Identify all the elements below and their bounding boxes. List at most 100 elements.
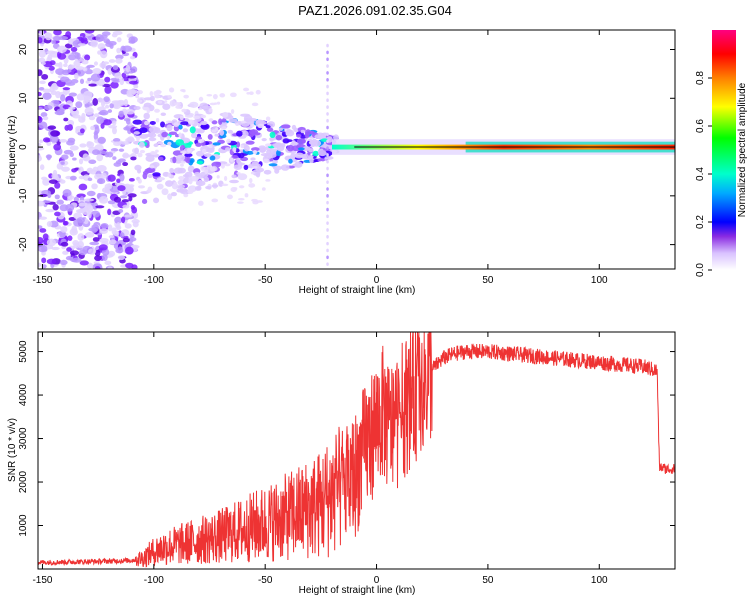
spectrogram-cell [186,148,193,153]
spectrogram-cell [198,107,202,110]
spectrogram-cell [178,132,182,138]
spectrogram-cell [90,125,95,131]
spectrogram-cell [179,115,184,121]
spectrogram-cell [179,184,186,189]
spectrogram-cell [51,39,56,45]
spectrogram-cell [54,194,60,200]
spectrogram-cell [236,172,241,175]
spectrogram-cell [286,129,293,134]
spectrogram-cell [149,90,154,97]
spectrogram-cell [326,91,329,96]
spectrogram-cell [251,147,260,152]
spectrogram-cell [71,225,78,234]
spectrogram-cell [288,158,293,164]
spectrogram-cell [221,126,227,130]
spectrogram-cell [188,101,199,108]
spectrogram-cell [109,103,114,109]
spectrogram-cell [55,68,65,75]
spectrogram-cell [291,140,297,146]
spectrogram-cell [69,175,77,181]
spectrogram-cell [77,209,84,213]
spectrogram-cell [71,78,79,84]
spectrogram-cell [229,92,237,98]
spectrogram-cell [114,72,122,79]
spectrogram-cell [79,260,89,266]
spectrogram-cell [84,107,94,116]
spectrogram-cell [157,141,164,145]
spectrogram-cell [61,166,70,172]
spectrogram-cell [244,193,249,198]
spectrogram-cell [195,142,202,147]
spectrogram-cell [44,105,53,111]
spectrogram-cell [38,86,45,91]
spectrogram-cell [74,66,85,71]
spectrogram-cell [60,94,66,102]
spectrogram-cell [122,162,129,167]
spectrogram-cell [194,171,201,176]
spectrogram-cell [63,69,72,74]
spectrogram-cell [207,134,213,140]
spectrogram-cell [251,102,259,107]
spectrogram-cell [255,89,261,95]
spectrogram-cell [166,124,173,132]
spectrogram-cell [115,57,123,64]
spectrogram-cell [192,175,197,182]
spectrogram-cell [92,166,99,172]
spectrogram-cell [92,68,102,75]
spectrogram-cell [326,214,329,219]
spectrogram-cell [211,184,219,188]
snr-y-ticks: 1000 2000 3000 4000 5000 [18,340,675,537]
spectrogram-cell [250,171,255,175]
spectrogram-cell [152,172,161,177]
spectrogram-cell [71,257,82,263]
spectrogram-cell [88,227,98,232]
spectrogram-cell [243,145,250,152]
spectrogram-cell [326,180,329,184]
spectrogram-cell [127,193,137,198]
spectrogram-cell [119,195,128,199]
spectrogram-cell [312,140,322,147]
spectrogram-cell [95,34,104,42]
spectrogram-cell [42,88,52,93]
spectrogram-cell [86,262,94,269]
spectrogram-cell [242,130,249,137]
spectrogram-cell [130,204,136,210]
colorbar-tick-label: 0.0 [695,263,706,277]
spectrogram-cell [54,110,65,116]
spectrogram-cell [135,94,140,99]
spectrogram-cell [326,228,329,232]
spectrogram-cell [232,147,237,153]
spectrogram-cell [171,183,179,190]
spectrogram-cell [296,133,302,138]
spectrogram-cell [144,133,154,138]
spectrogram-cell [226,194,233,200]
spectrogram-cell [268,163,278,167]
spectrogram-cell [276,149,281,157]
spectrogram-cell [211,198,219,203]
colorbar-ticks: 0.0 0.2 0.4 0.6 0.8 [695,71,712,277]
spectrogram-cell [136,135,140,141]
spectrogram-cell [309,130,315,135]
spectrogram-cell [154,95,161,99]
spectrogram-cell [38,91,42,97]
spectrogram-cell [149,95,155,102]
spectrogram-cell [38,236,44,244]
snr-x-tick-label: 50 [482,575,494,586]
spectrogram-cell [301,139,306,144]
spectrogram-cell [107,174,116,182]
spectrogram-cell [216,101,221,105]
spectrogram-cell [86,204,94,213]
spectrogram-cell [63,117,69,122]
spectrogram-cell [180,150,187,154]
spectrogram-cell [74,72,79,80]
spectrogram-cell [82,67,88,72]
spectrogram-cell [107,266,113,269]
spectrogram-cell [240,113,251,117]
spectrogram-x-ticks: -150 -100 -50 0 50 100 [32,30,608,286]
spectrogram-cell [125,108,135,115]
spectrogram-cell [84,198,95,202]
spectrogram-cell [46,50,56,55]
spectrogram-cell [157,100,163,104]
spectrogram-cell [241,120,246,124]
